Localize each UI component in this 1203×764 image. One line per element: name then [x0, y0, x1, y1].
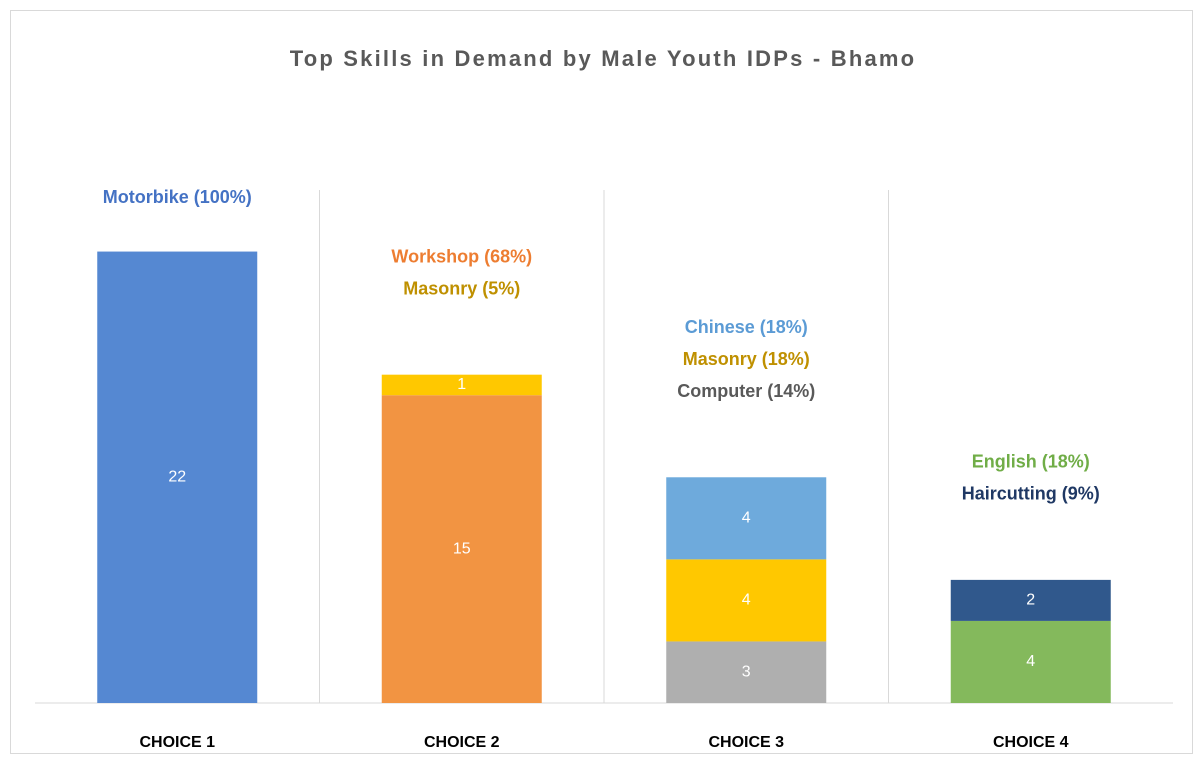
value-label: 3: [742, 663, 751, 680]
bar-segment: [950, 579, 1111, 621]
annotation: Masonry (5%): [403, 278, 520, 298]
x-tick-label: CHOICE 2: [424, 734, 500, 751]
bar-segment: [381, 395, 542, 703]
value-label: 15: [453, 540, 471, 557]
annotation: Masonry (18%): [683, 349, 810, 369]
value-label: 4: [1026, 653, 1035, 670]
bar-segment: [666, 559, 827, 642]
annotation: Haircutting (9%): [962, 484, 1100, 504]
value-label: 22: [168, 468, 186, 485]
chart-title: Top Skills in Demand by Male Youth IDPs …: [290, 46, 917, 71]
annotation: Chinese (18%): [685, 317, 808, 337]
x-tick-label: CHOICE 3: [708, 734, 784, 751]
annotation: Motorbike (100%): [103, 187, 252, 207]
x-tick-label: CHOICE 1: [139, 734, 215, 751]
bar-segment: [381, 374, 542, 396]
annotation: Workshop (68%): [391, 246, 532, 266]
bar-segment: [97, 251, 258, 703]
value-label: 4: [742, 592, 751, 609]
x-tick-label: CHOICE 4: [993, 734, 1069, 751]
value-label: 2: [1026, 592, 1035, 609]
value-label: 4: [742, 510, 751, 527]
bar-segment: [666, 477, 827, 560]
annotation: Computer (14%): [677, 381, 815, 401]
bar-segment: [666, 641, 827, 703]
bar-segment: [950, 620, 1111, 703]
annotation: English (18%): [972, 452, 1090, 472]
value-label: 1: [457, 376, 466, 393]
